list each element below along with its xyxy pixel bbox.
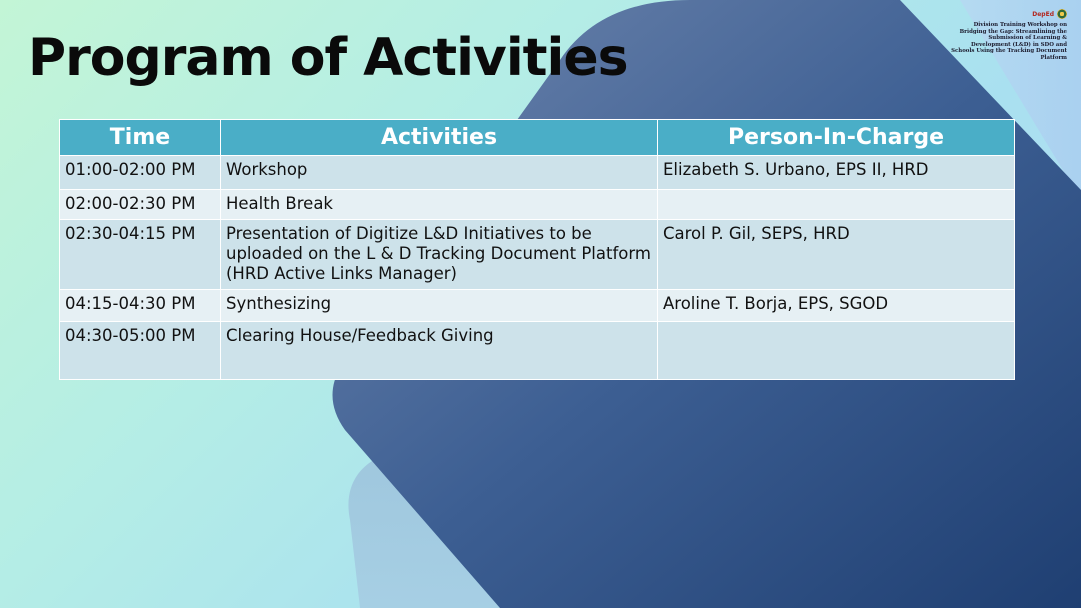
table-row: 01:00-02:00 PM Workshop Elizabeth S. Urb… <box>59 155 1015 190</box>
program-table: Time Activities Person-In-Charge 01:00-0… <box>59 119 1015 380</box>
cell-time: 02:00-02:30 PM <box>59 189 221 220</box>
cell-person: Elizabeth S. Urbano, EPS II, HRD <box>657 155 1015 190</box>
cell-person: Carol P. Gil, SEPS, HRD <box>657 219 1015 290</box>
cell-time: 04:15-04:30 PM <box>59 289 221 322</box>
cell-activity: Workshop <box>220 155 658 190</box>
cell-time: 04:30-05:00 PM <box>59 321 221 380</box>
cell-person <box>657 321 1015 380</box>
table-row: 02:30-04:15 PM Presentation of Digitize … <box>59 219 1015 290</box>
division-seal-icon <box>1057 9 1067 19</box>
cell-time: 02:30-04:15 PM <box>59 219 221 290</box>
cell-time: 01:00-02:00 PM <box>59 155 221 190</box>
workshop-badge: DepEd Division Training Workshop on Brid… <box>949 8 1067 62</box>
logos: DepEd <box>949 8 1067 20</box>
cell-person <box>657 189 1015 220</box>
table-row: 02:00-02:30 PM Health Break <box>59 189 1015 220</box>
cell-person: Aroline T. Borja, EPS, SGOD <box>657 289 1015 322</box>
page-title: Program of Activities <box>28 28 629 88</box>
table-header-row: Time Activities Person-In-Charge <box>59 119 1015 156</box>
header-time: Time <box>59 119 221 156</box>
cell-activity: Synthesizing <box>220 289 658 322</box>
header-activities: Activities <box>220 119 658 156</box>
cell-activity: Presentation of Digitize L&D Initiatives… <box>220 219 658 290</box>
table-row: 04:30-05:00 PM Clearing House/Feedback G… <box>59 321 1015 380</box>
header-person-in-charge: Person-In-Charge <box>657 119 1015 156</box>
table-row: 04:15-04:30 PM Synthesizing Aroline T. B… <box>59 289 1015 322</box>
workshop-caption: Division Training Workshop on Bridging t… <box>951 22 1067 61</box>
deped-logo: DepEd <box>1032 10 1054 18</box>
cell-activity: Health Break <box>220 189 658 220</box>
cell-activity: Clearing House/Feedback Giving <box>220 321 658 380</box>
